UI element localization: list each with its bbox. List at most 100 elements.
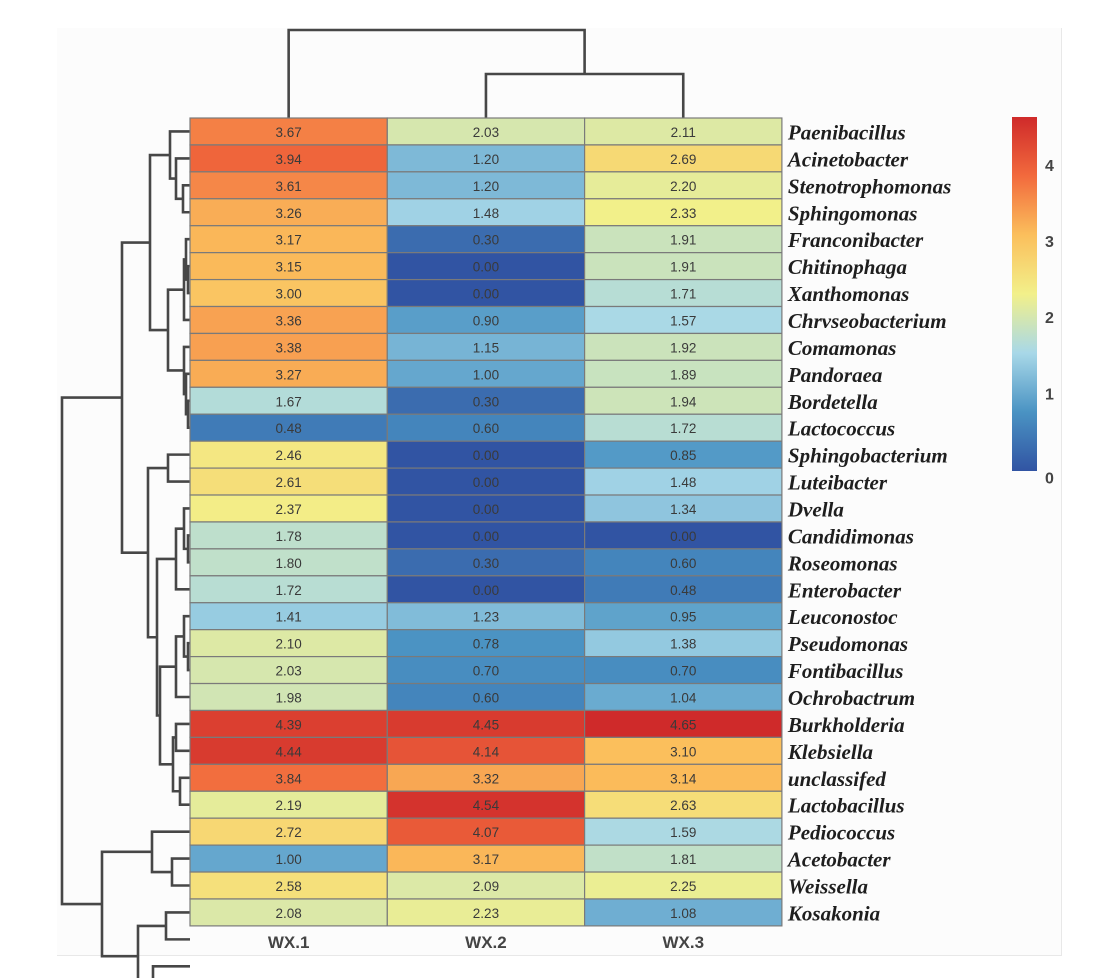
cell-value-label: 1.41 xyxy=(276,610,302,625)
row-label: Pediococcus xyxy=(787,821,895,845)
heatmap-cell xyxy=(583,494,783,523)
row-label: Chrvseobacterium xyxy=(788,309,947,333)
heatmap-cell xyxy=(189,655,388,685)
cell-value-label: 3.27 xyxy=(276,367,302,382)
row-label: Chitinophaga xyxy=(788,255,907,279)
cell-value-label: 3.17 xyxy=(473,852,499,867)
cell-value-label: 3.38 xyxy=(276,340,302,355)
heatmap-cell xyxy=(583,736,783,765)
cell-value-label: 0.30 xyxy=(473,394,499,409)
cell-value-label: 2.25 xyxy=(670,879,696,894)
row-label: Dvella xyxy=(787,497,844,521)
cell-value-label: 1.00 xyxy=(276,852,302,867)
cell-value-label: 2.11 xyxy=(671,125,696,140)
cell-value-label: 2.72 xyxy=(276,825,302,840)
cell-value-label: 2.46 xyxy=(276,448,302,463)
cell-value-label: 3.67 xyxy=(276,125,302,140)
cell-value-label: 0.30 xyxy=(473,233,499,248)
heatmap-cell xyxy=(583,171,783,200)
cell-value-label: 0.90 xyxy=(473,313,499,328)
cell-value-label: 1.91 xyxy=(670,260,696,275)
dendrogram-branch xyxy=(164,911,190,941)
row-label: Pandoraea xyxy=(787,363,883,387)
cell-value-label: 2.61 xyxy=(276,475,302,490)
heatmap-cell xyxy=(386,386,586,415)
cell-value-label: 4.14 xyxy=(473,744,500,759)
heatmap-cell xyxy=(583,790,783,819)
cell-value-label: 3.00 xyxy=(276,287,302,302)
heatmap-cell xyxy=(583,117,783,146)
heatmap-cell xyxy=(189,117,388,146)
cell-value-label: 0.70 xyxy=(670,664,696,679)
heatmap-cell xyxy=(189,548,388,577)
heatmap-cell xyxy=(583,898,783,927)
heatmap-cell xyxy=(583,682,783,712)
heatmap-cell xyxy=(189,736,388,765)
row-label: Paenibacillus xyxy=(787,120,906,144)
heatmap-cell xyxy=(583,548,783,577)
heatmap-cell xyxy=(189,359,388,388)
dendrogram-branch xyxy=(151,964,190,978)
heatmap-cell xyxy=(386,898,586,927)
heatmap-cell xyxy=(583,709,783,738)
cell-value-label: 0.00 xyxy=(473,502,499,517)
heatmap-cell xyxy=(189,278,388,308)
cell-value-label: 2.03 xyxy=(276,664,302,679)
cell-value-label: 0.70 xyxy=(473,664,499,679)
cell-value-label: 1.00 xyxy=(473,367,499,382)
heatmap-cell xyxy=(583,817,783,846)
cell-value-label: 4.44 xyxy=(276,744,303,759)
heatmap-cell xyxy=(189,629,388,658)
cell-value-label: 0.60 xyxy=(670,556,696,571)
cell-value-label: 1.71 xyxy=(670,287,696,302)
heatmap-cell xyxy=(386,117,586,146)
row-label: Lactococcus xyxy=(787,417,895,441)
cell-value-label: 3.94 xyxy=(276,152,303,167)
cell-value-label: 0.48 xyxy=(276,421,302,436)
row-label: Comamonas xyxy=(788,336,897,360)
heatmap-cell xyxy=(386,413,586,442)
cell-value-label: 1.20 xyxy=(473,152,499,167)
heatmap-cell xyxy=(386,871,586,900)
heatmap-cell xyxy=(189,171,388,200)
dendrogram-branch xyxy=(60,396,122,906)
dendrogram-branch xyxy=(166,453,190,483)
heatmap-cell xyxy=(583,144,783,173)
row-label: Ochrobactrum xyxy=(788,686,915,710)
heatmap-cell xyxy=(583,763,783,792)
cell-value-label: 1.59 xyxy=(670,825,696,840)
dendrogram-branch xyxy=(166,288,184,372)
cell-value-label: 2.09 xyxy=(473,879,499,894)
heatmap-cell xyxy=(386,817,586,846)
cell-value-label: 1.08 xyxy=(670,906,696,921)
colorbar-tick-label: 2 xyxy=(1045,310,1054,327)
heatmap-cell xyxy=(386,359,586,388)
heatmap-cell xyxy=(386,467,586,496)
row-label: Franconibacter xyxy=(787,228,924,252)
row-label: Kosakonia xyxy=(787,901,880,925)
cell-value-label: 3.17 xyxy=(276,233,302,248)
cell-value-label: 4.65 xyxy=(670,717,696,732)
heatmap-cell xyxy=(583,440,783,469)
heatmap-cell xyxy=(189,494,388,523)
cell-value-label: 1.34 xyxy=(670,502,697,517)
colorbar-legend: 0 1 2 3 4 xyxy=(1012,117,1054,488)
cell-value-label: 4.07 xyxy=(473,825,499,840)
dendrogram-branch xyxy=(484,72,685,118)
cell-value-label: 1.98 xyxy=(276,690,302,705)
cell-value-label: 0.78 xyxy=(473,637,499,652)
colorbar-tick-label: 4 xyxy=(1045,158,1054,175)
heatmap-cell xyxy=(583,575,783,604)
dendrogram-branch xyxy=(168,130,190,180)
cell-value-label: 2.63 xyxy=(670,798,696,813)
cell-value-label: 2.08 xyxy=(276,906,302,921)
row-dendrogram xyxy=(60,130,190,978)
row-label: Acetobacter xyxy=(786,848,891,872)
row-label: Sphingomonas xyxy=(788,201,918,225)
cell-value-label: 2.23 xyxy=(473,906,499,921)
cell-value-label: 1.38 xyxy=(670,637,696,652)
heatmap-cell xyxy=(583,305,783,335)
dendrogram-branch xyxy=(174,722,190,753)
heatmap-cell xyxy=(189,763,388,792)
cell-value-label: 2.10 xyxy=(276,637,302,652)
